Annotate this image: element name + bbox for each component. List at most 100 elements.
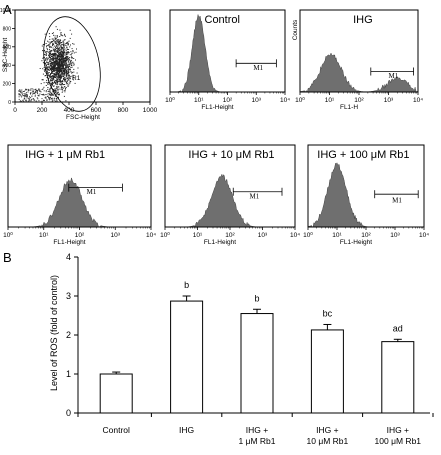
event-dot (69, 62, 71, 64)
event-dot (43, 86, 45, 88)
event-dot (29, 98, 31, 100)
event-dot (24, 90, 25, 92)
event-dot (55, 62, 57, 64)
event-dot (52, 75, 54, 76)
event-dot (68, 66, 69, 68)
event-dot (59, 79, 61, 81)
event-dot (47, 87, 49, 88)
event-dot (59, 56, 61, 57)
event-dot (65, 72, 67, 73)
event-dot (73, 58, 75, 59)
event-dot (57, 42, 59, 44)
event-dot (66, 66, 68, 68)
event-dot (46, 46, 47, 48)
event-dot (61, 60, 63, 62)
event-dot (61, 55, 63, 57)
event-dot (53, 76, 55, 78)
event-dot (71, 65, 72, 66)
event-dot (54, 80, 56, 82)
event-dot (60, 50, 62, 52)
event-dot (32, 98, 34, 100)
event-dot (70, 60, 72, 62)
event-dot (35, 92, 37, 94)
event-dot (61, 70, 63, 72)
event-dot (47, 69, 49, 71)
event-dot (60, 55, 62, 57)
event-dot (62, 53, 64, 55)
event-dot (32, 90, 34, 92)
event-dot (66, 74, 68, 76)
event-dot (58, 93, 60, 95)
event-dot (53, 99, 55, 101)
event-dot (57, 81, 59, 83)
event-dot (49, 50, 51, 52)
event-dot (63, 63, 65, 64)
event-dot (51, 70, 53, 72)
event-dot (60, 70, 62, 72)
event-dot (65, 70, 67, 72)
event-dot (60, 75, 62, 76)
event-dot (58, 61, 60, 63)
event-dot (62, 46, 64, 48)
event-dot (66, 81, 68, 83)
event-dot (53, 53, 55, 55)
event-dot (59, 56, 61, 58)
event-dot (60, 59, 62, 61)
event-dot (53, 61, 55, 63)
event-dot (63, 57, 65, 59)
event-dot (59, 36, 61, 37)
event-dot (73, 52, 75, 54)
event-dot (30, 92, 32, 94)
event-dot (47, 88, 49, 90)
significance-label: bc (323, 308, 333, 318)
event-dot (26, 94, 28, 96)
event-dot (57, 58, 59, 60)
event-dot (47, 49, 48, 51)
event-dot (56, 43, 58, 45)
event-dot (66, 57, 68, 59)
event-dot (63, 66, 64, 68)
event-dot (65, 43, 67, 45)
event-dot (59, 64, 61, 66)
x-tick-label: 10⁴ (280, 97, 290, 104)
event-dot (71, 53, 72, 55)
event-dot (49, 69, 51, 71)
significance-label: b (254, 293, 259, 303)
event-dot (71, 66, 73, 68)
x-tick-label: 10⁴ (413, 97, 423, 104)
event-dot (64, 84, 66, 85)
event-dot (36, 92, 38, 94)
event-dot (59, 47, 61, 49)
event-dot (67, 52, 69, 54)
category-label: 10 μM Rb1 (307, 436, 349, 446)
event-dot (69, 77, 71, 79)
event-dot (59, 68, 61, 70)
event-dot (47, 58, 49, 60)
event-dot (63, 39, 65, 41)
event-dot (51, 83, 52, 85)
event-dot (21, 100, 22, 102)
event-dot (51, 41, 53, 43)
event-dot (25, 89, 27, 91)
event-dot (60, 77, 62, 79)
histogram-y-label: Counts (292, 19, 299, 40)
event-dot (52, 49, 54, 51)
event-dot (54, 53, 56, 54)
histogram-control: 10⁰ 10¹ 10² 10³ 10⁴ M1 Control FL1-Height (165, 9, 290, 111)
event-dot (56, 28, 58, 30)
event-dot (63, 44, 65, 46)
event-dot (51, 82, 53, 84)
event-dot (58, 63, 60, 65)
y-tick-label: 600 (3, 45, 12, 51)
event-dot (50, 75, 52, 77)
event-dot (61, 52, 63, 53)
x-tick-label: 10¹ (332, 232, 342, 239)
event-dot (59, 78, 61, 80)
event-dot (41, 45, 43, 47)
histogram-ihg-10um-rb1: 10⁰ 10¹ 10² 10³ 10⁴ M1 IHG + 10 μM Rb1 FL1-Heig… (160, 144, 300, 246)
event-dot (58, 41, 60, 43)
event-dot (67, 44, 69, 46)
x-tick-label: 10⁴ (419, 232, 429, 239)
y-tick-label: 1 (66, 369, 71, 379)
event-dot (53, 85, 55, 87)
